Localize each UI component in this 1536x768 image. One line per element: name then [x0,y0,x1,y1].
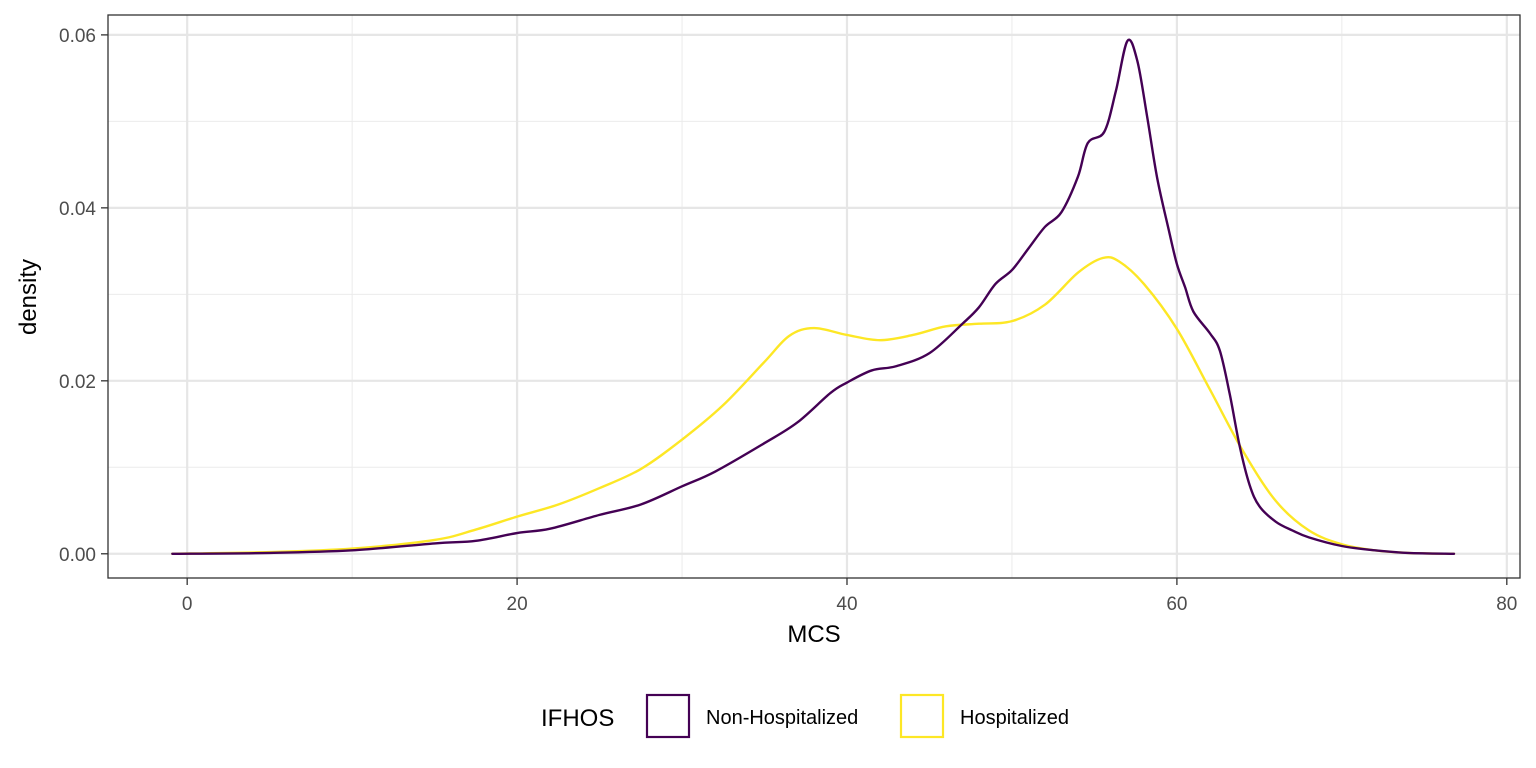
series-line-non-hospitalized [171,38,1456,555]
x-axis-title: MCS [787,621,840,648]
x-tick-label: 60 [1166,594,1187,615]
x-axis: 0 20 40 60 80 [182,578,1517,615]
x-tick-label: 80 [1496,594,1517,615]
plot-panel-border [107,14,1521,579]
y-axis: 0.00 0.02 0.04 0.06 [59,26,108,566]
y-tick-label: 0.02 [59,372,96,393]
legend-label-hospitalized: Hospitalized [960,707,1069,729]
major-gridlines [108,15,1520,578]
series-line-hospitalized [171,255,1456,555]
x-tick-label: 0 [182,594,193,615]
x-tick-label: 40 [836,594,857,615]
plot-panel-background [108,15,1520,578]
legend-label-non-hospitalized: Non-Hospitalized [706,707,858,729]
legend-title: IFHOS [541,705,614,732]
legend-key-non-hospitalized [645,693,691,739]
y-tick-label: 0.00 [59,545,96,566]
series-lines [171,38,1456,555]
legend: IFHOS Non-Hospitalized Hospitalized [541,693,1069,739]
y-tick-label: 0.06 [59,26,96,47]
minor-gridlines [108,15,1520,578]
x-tick-label: 20 [507,594,528,615]
legend-key-hospitalized [899,693,945,739]
y-tick-label: 0.04 [59,199,96,220]
y-axis-title: density [15,259,42,335]
